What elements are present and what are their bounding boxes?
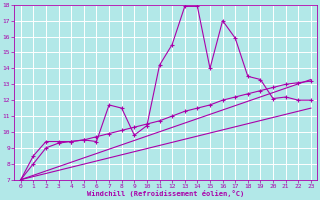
X-axis label: Windchill (Refroidissement éolien,°C): Windchill (Refroidissement éolien,°C) bbox=[87, 190, 244, 197]
